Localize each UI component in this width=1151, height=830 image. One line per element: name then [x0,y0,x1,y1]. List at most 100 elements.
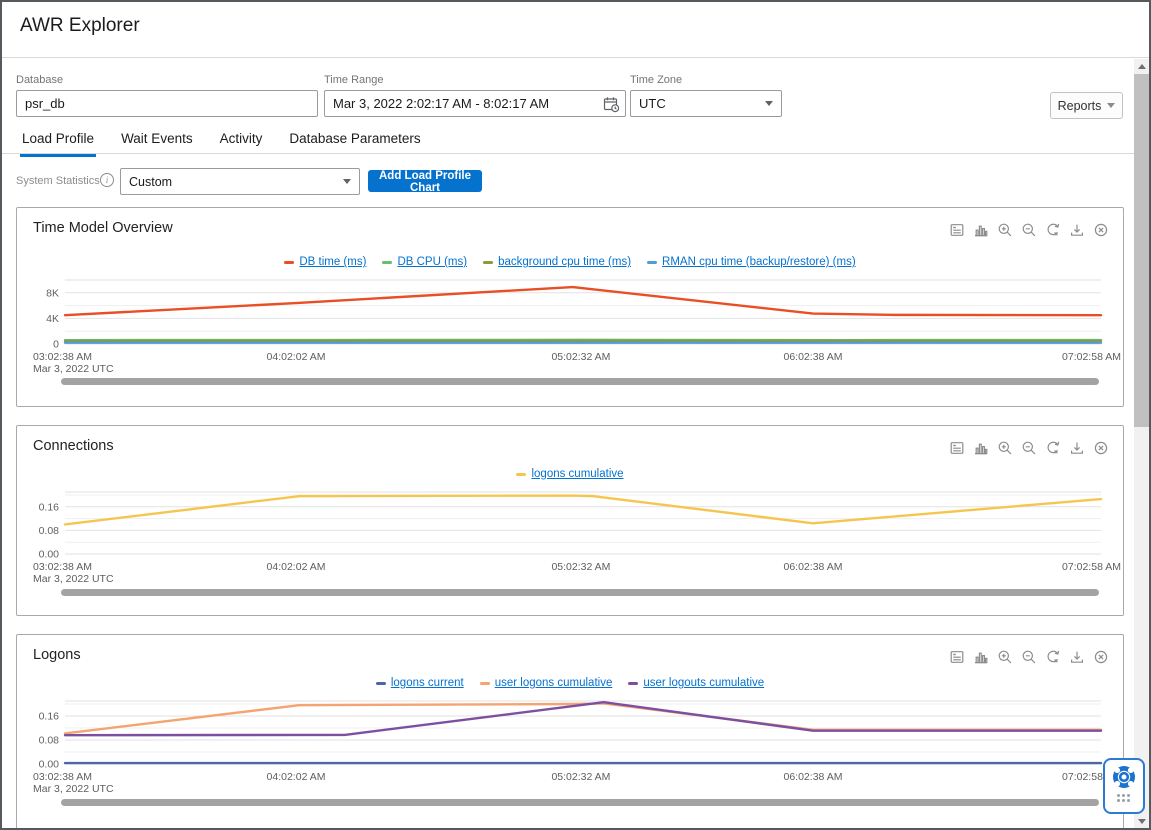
svg-text:Mar 3, 2022 UTC: Mar 3, 2022 UTC [33,573,114,585]
legend-marker [647,261,657,264]
svg-text:Mar 3, 2022 UTC: Mar 3, 2022 UTC [33,363,114,375]
scroll-up-button[interactable] [1134,59,1149,73]
zoom-in-icon[interactable] [997,440,1013,456]
chart-legend: logons cumulative [17,468,1123,480]
triangle-down-icon [1138,819,1146,824]
legend-marker [516,473,526,476]
scrollbar-thumb[interactable] [1134,74,1149,427]
chevron-down-icon [765,101,773,106]
time-zone-select[interactable]: UTC [630,90,782,117]
svg-text:06:02:38 AM: 06:02:38 AM [784,351,843,363]
reports-button[interactable]: Reports [1050,92,1123,119]
svg-text:0: 0 [53,339,59,351]
chart-title: Time Model Overview [33,220,173,236]
download-icon[interactable] [1069,440,1085,456]
scroll-down-button[interactable] [1134,814,1149,828]
chart-toolbar [949,649,1109,665]
awr-explorer-window: AWR Explorer Database Time Range Mar 3, … [0,0,1151,830]
chevron-down-icon [343,179,351,184]
legend-item: background cpu time (ms) [483,256,631,268]
legend-link[interactable]: RMAN cpu time (backup/restore) (ms) [662,256,856,268]
svg-text:Mar 3, 2022 UTC: Mar 3, 2022 UTC [33,783,114,795]
chart-toolbar [949,222,1109,238]
chart-panel-connections: 0.000.080.1603:02:38 AM04:02:02 AM05:02:… [16,425,1124,616]
info-icon[interactable] [100,173,114,187]
time-range-label: Time Range [324,74,384,86]
svg-text:05:02:32 AM: 05:02:32 AM [551,561,610,573]
svg-text:03:02:38 AM: 03:02:38 AM [33,561,92,573]
legend-link[interactable]: logons current [391,677,464,689]
vertical-scrollbar[interactable] [1134,59,1149,828]
zoom-out-icon[interactable] [1021,222,1037,238]
add-load-profile-chart-button[interactable]: Add Load Profile Chart [368,170,482,192]
legend-link[interactable]: user logouts cumulative [643,677,764,689]
reports-button-label: Reports [1058,99,1102,113]
svg-text:04:02:02 AM: 04:02:02 AM [267,561,326,573]
close-icon[interactable] [1093,222,1109,238]
time-range-value: Mar 3, 2022 2:02:17 AM - 8:02:17 AM [333,96,549,111]
zoom-in-icon[interactable] [997,222,1013,238]
data-table-icon[interactable] [949,440,965,456]
bar-chart-icon[interactable] [973,222,989,238]
chart-panel-logons: 0.000.080.1603:02:38 AM04:02:02 AM05:02:… [16,634,1124,830]
zoom-out-icon[interactable] [1021,440,1037,456]
close-icon[interactable] [1093,440,1109,456]
time-zone-value: UTC [639,96,666,111]
page-title: AWR Explorer [20,15,140,37]
svg-text:05:02:32 AM: 05:02:32 AM [551,351,610,363]
svg-text:0.08: 0.08 [39,735,60,747]
svg-text:0.00: 0.00 [39,549,60,561]
legend-link[interactable]: background cpu time (ms) [498,256,631,268]
chart-title: Connections [33,438,114,454]
data-table-icon[interactable] [949,222,965,238]
header-divider [2,57,1149,58]
legend-item: DB CPU (ms) [382,256,467,268]
legend-item: user logons cumulative [480,677,613,689]
bar-chart-icon[interactable] [973,649,989,665]
statistics-select-value: Custom [129,175,172,189]
bar-chart-icon[interactable] [973,440,989,456]
download-icon[interactable] [1069,222,1085,238]
calendar-icon[interactable] [603,96,620,113]
life-buoy-help-icon [1111,764,1137,790]
time-range-input[interactable]: Mar 3, 2022 2:02:17 AM - 8:02:17 AM [324,90,626,117]
database-input[interactable] [16,90,318,117]
svg-text:07:02:58 AM: 07:02:58 AM [1062,351,1121,363]
legend-item: logons current [376,677,464,689]
legend-link[interactable]: user logons cumulative [495,677,613,689]
chart-title: Logons [33,647,81,663]
svg-text:04:02:02 AM: 04:02:02 AM [267,771,326,783]
svg-text:03:02:38 AM: 03:02:38 AM [33,351,92,363]
svg-text:0.00: 0.00 [39,759,60,771]
reset-zoom-icon[interactable] [1045,440,1061,456]
reset-zoom-icon[interactable] [1045,222,1061,238]
legend-marker [483,261,493,264]
svg-text:03:02:38 AM: 03:02:38 AM [33,771,92,783]
legend-link[interactable]: DB CPU (ms) [397,256,467,268]
download-icon[interactable] [1069,649,1085,665]
zoom-out-icon[interactable] [1021,649,1037,665]
svg-text:0.16: 0.16 [39,711,60,723]
legend-marker [480,682,490,685]
svg-text:07:02:58 AM: 07:02:58 AM [1062,561,1121,573]
legend-item: logons cumulative [516,468,623,480]
legend-link[interactable]: logons cumulative [531,468,623,480]
svg-text:8K: 8K [46,287,59,299]
legend-link[interactable]: DB time (ms) [299,256,366,268]
svg-text:06:02:38 AM: 06:02:38 AM [784,561,843,573]
chart-legend: DB time (ms) DB CPU (ms) background cpu ti… [17,256,1123,268]
chart-toolbar [949,440,1109,456]
reset-zoom-icon[interactable] [1045,649,1061,665]
svg-text:0.16: 0.16 [39,501,60,513]
zoom-in-icon[interactable] [997,649,1013,665]
legend-item: RMAN cpu time (backup/restore) (ms) [647,256,856,268]
legend-item: DB time (ms) [284,256,366,268]
data-table-icon[interactable] [949,649,965,665]
legend-marker [284,261,294,264]
statistics-select[interactable]: Custom [120,168,360,195]
time-zone-label: Time Zone [630,74,682,86]
triangle-up-icon [1138,64,1146,69]
legend-marker [382,261,392,264]
close-icon[interactable] [1093,649,1109,665]
help-widget[interactable] [1103,758,1145,814]
